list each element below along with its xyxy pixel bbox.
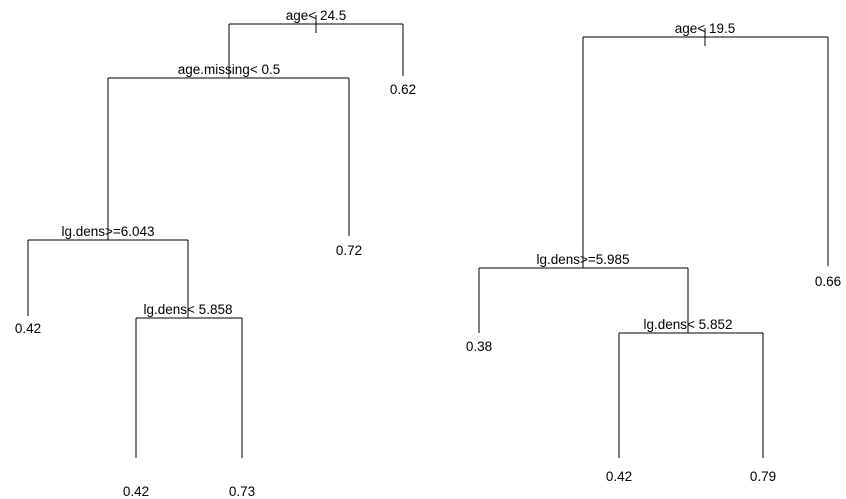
leaf-value-l4: 0.79	[750, 469, 776, 484]
split-label-root: age< 24.5	[286, 8, 346, 23]
leaf-value-l4: 0.42	[123, 484, 149, 499]
leaf-value-l3: 0.42	[15, 321, 41, 336]
split-label-s2: lg.dens>=6.043	[61, 224, 154, 239]
split-label-s3: lg.dens< 5.858	[144, 302, 233, 317]
leaf-value-l3: 0.42	[606, 469, 632, 484]
split-label-s1: age.missing< 0.5	[178, 62, 280, 77]
leaf-value-l1: 0.62	[390, 82, 416, 97]
split-label-s2: lg.dens< 5.852	[644, 317, 733, 332]
leaf-value-l2: 0.38	[466, 339, 492, 354]
leaf-value-l5: 0.73	[229, 484, 255, 499]
split-label-s1: lg.dens>=5.985	[536, 252, 629, 267]
split-label-root: age< 19.5	[675, 21, 735, 36]
leaf-value-l2: 0.72	[336, 243, 362, 258]
leaf-value-l1: 0.66	[815, 274, 841, 289]
